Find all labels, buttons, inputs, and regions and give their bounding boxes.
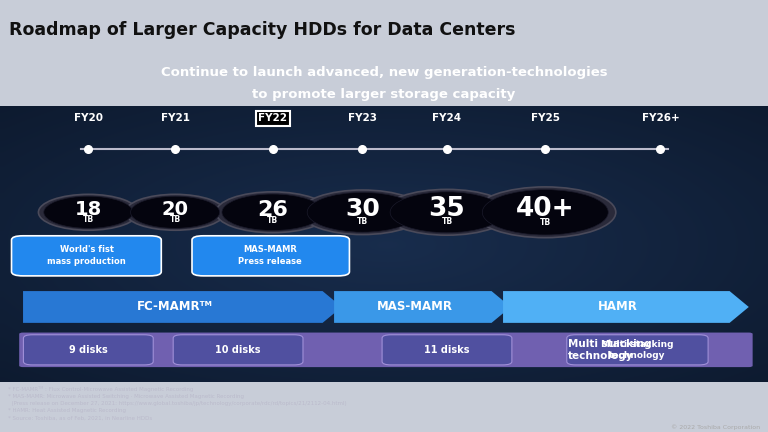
Text: TB: TB	[170, 215, 180, 224]
Text: 20: 20	[161, 200, 189, 219]
Text: Continue to launch advanced, new generation-technologies: Continue to launch advanced, new generat…	[161, 66, 607, 79]
FancyBboxPatch shape	[192, 236, 349, 276]
Text: MAS-MAMR
Press release: MAS-MAMR Press release	[238, 245, 303, 266]
Circle shape	[390, 192, 504, 233]
Text: to promote larger storage capacity: to promote larger storage capacity	[253, 88, 515, 101]
Circle shape	[475, 187, 616, 238]
FancyArrow shape	[23, 291, 342, 323]
Text: 40+: 40+	[516, 196, 574, 222]
Text: FY22: FY22	[258, 113, 287, 123]
FancyBboxPatch shape	[24, 335, 153, 365]
FancyBboxPatch shape	[12, 236, 161, 276]
Text: 30: 30	[345, 197, 380, 221]
Text: Multi stacking
technology: Multi stacking technology	[601, 340, 674, 360]
Text: TB: TB	[267, 216, 278, 225]
Text: FY21: FY21	[161, 113, 190, 123]
Text: TB: TB	[357, 217, 368, 226]
Text: TB: TB	[442, 217, 452, 226]
Text: FY23: FY23	[348, 113, 377, 123]
Text: 26: 26	[257, 200, 288, 219]
Text: 35: 35	[429, 196, 465, 222]
Text: FC-MAMRᵀᴹ: FC-MAMRᵀᴹ	[137, 301, 213, 314]
Text: * FC-MAMRᵀᴹ : Flux Control-Microwave Assisted Magnetic Recording
* MAS-MAMR: Mic: * FC-MAMRᵀᴹ : Flux Control-Microwave Ass…	[8, 386, 346, 420]
Text: FY25: FY25	[531, 113, 560, 123]
Circle shape	[125, 194, 225, 230]
Circle shape	[131, 196, 220, 229]
Text: HAMR: HAMR	[598, 301, 638, 314]
FancyBboxPatch shape	[567, 335, 708, 365]
Circle shape	[44, 196, 133, 229]
FancyArrow shape	[503, 291, 749, 323]
Text: MAS-MAMR: MAS-MAMR	[377, 301, 452, 314]
Circle shape	[38, 194, 138, 230]
Text: 10 disks: 10 disks	[215, 345, 261, 355]
Text: World's fist
mass production: World's fist mass production	[48, 245, 126, 266]
Circle shape	[216, 192, 329, 233]
Text: FY24: FY24	[432, 113, 462, 123]
FancyBboxPatch shape	[382, 335, 511, 365]
Text: FY20: FY20	[74, 113, 103, 123]
Text: Multi stacking
technology: Multi stacking technology	[568, 339, 652, 361]
Text: 18: 18	[74, 200, 102, 219]
Circle shape	[383, 189, 511, 235]
Text: TB: TB	[83, 215, 94, 224]
Circle shape	[482, 190, 608, 235]
Text: 11 disks: 11 disks	[424, 345, 470, 355]
Text: TB: TB	[540, 218, 551, 227]
FancyArrow shape	[334, 291, 511, 323]
Text: © 2022 Toshiba Corporation: © 2022 Toshiba Corporation	[671, 424, 760, 429]
Circle shape	[222, 194, 323, 231]
Circle shape	[300, 190, 425, 235]
Circle shape	[307, 192, 418, 232]
Text: Roadmap of Larger Capacity HDDs for Data Centers: Roadmap of Larger Capacity HDDs for Data…	[9, 21, 516, 39]
FancyBboxPatch shape	[19, 333, 753, 367]
FancyBboxPatch shape	[173, 335, 303, 365]
Text: FY26+: FY26+	[641, 113, 680, 123]
Text: 9 disks: 9 disks	[69, 345, 108, 355]
